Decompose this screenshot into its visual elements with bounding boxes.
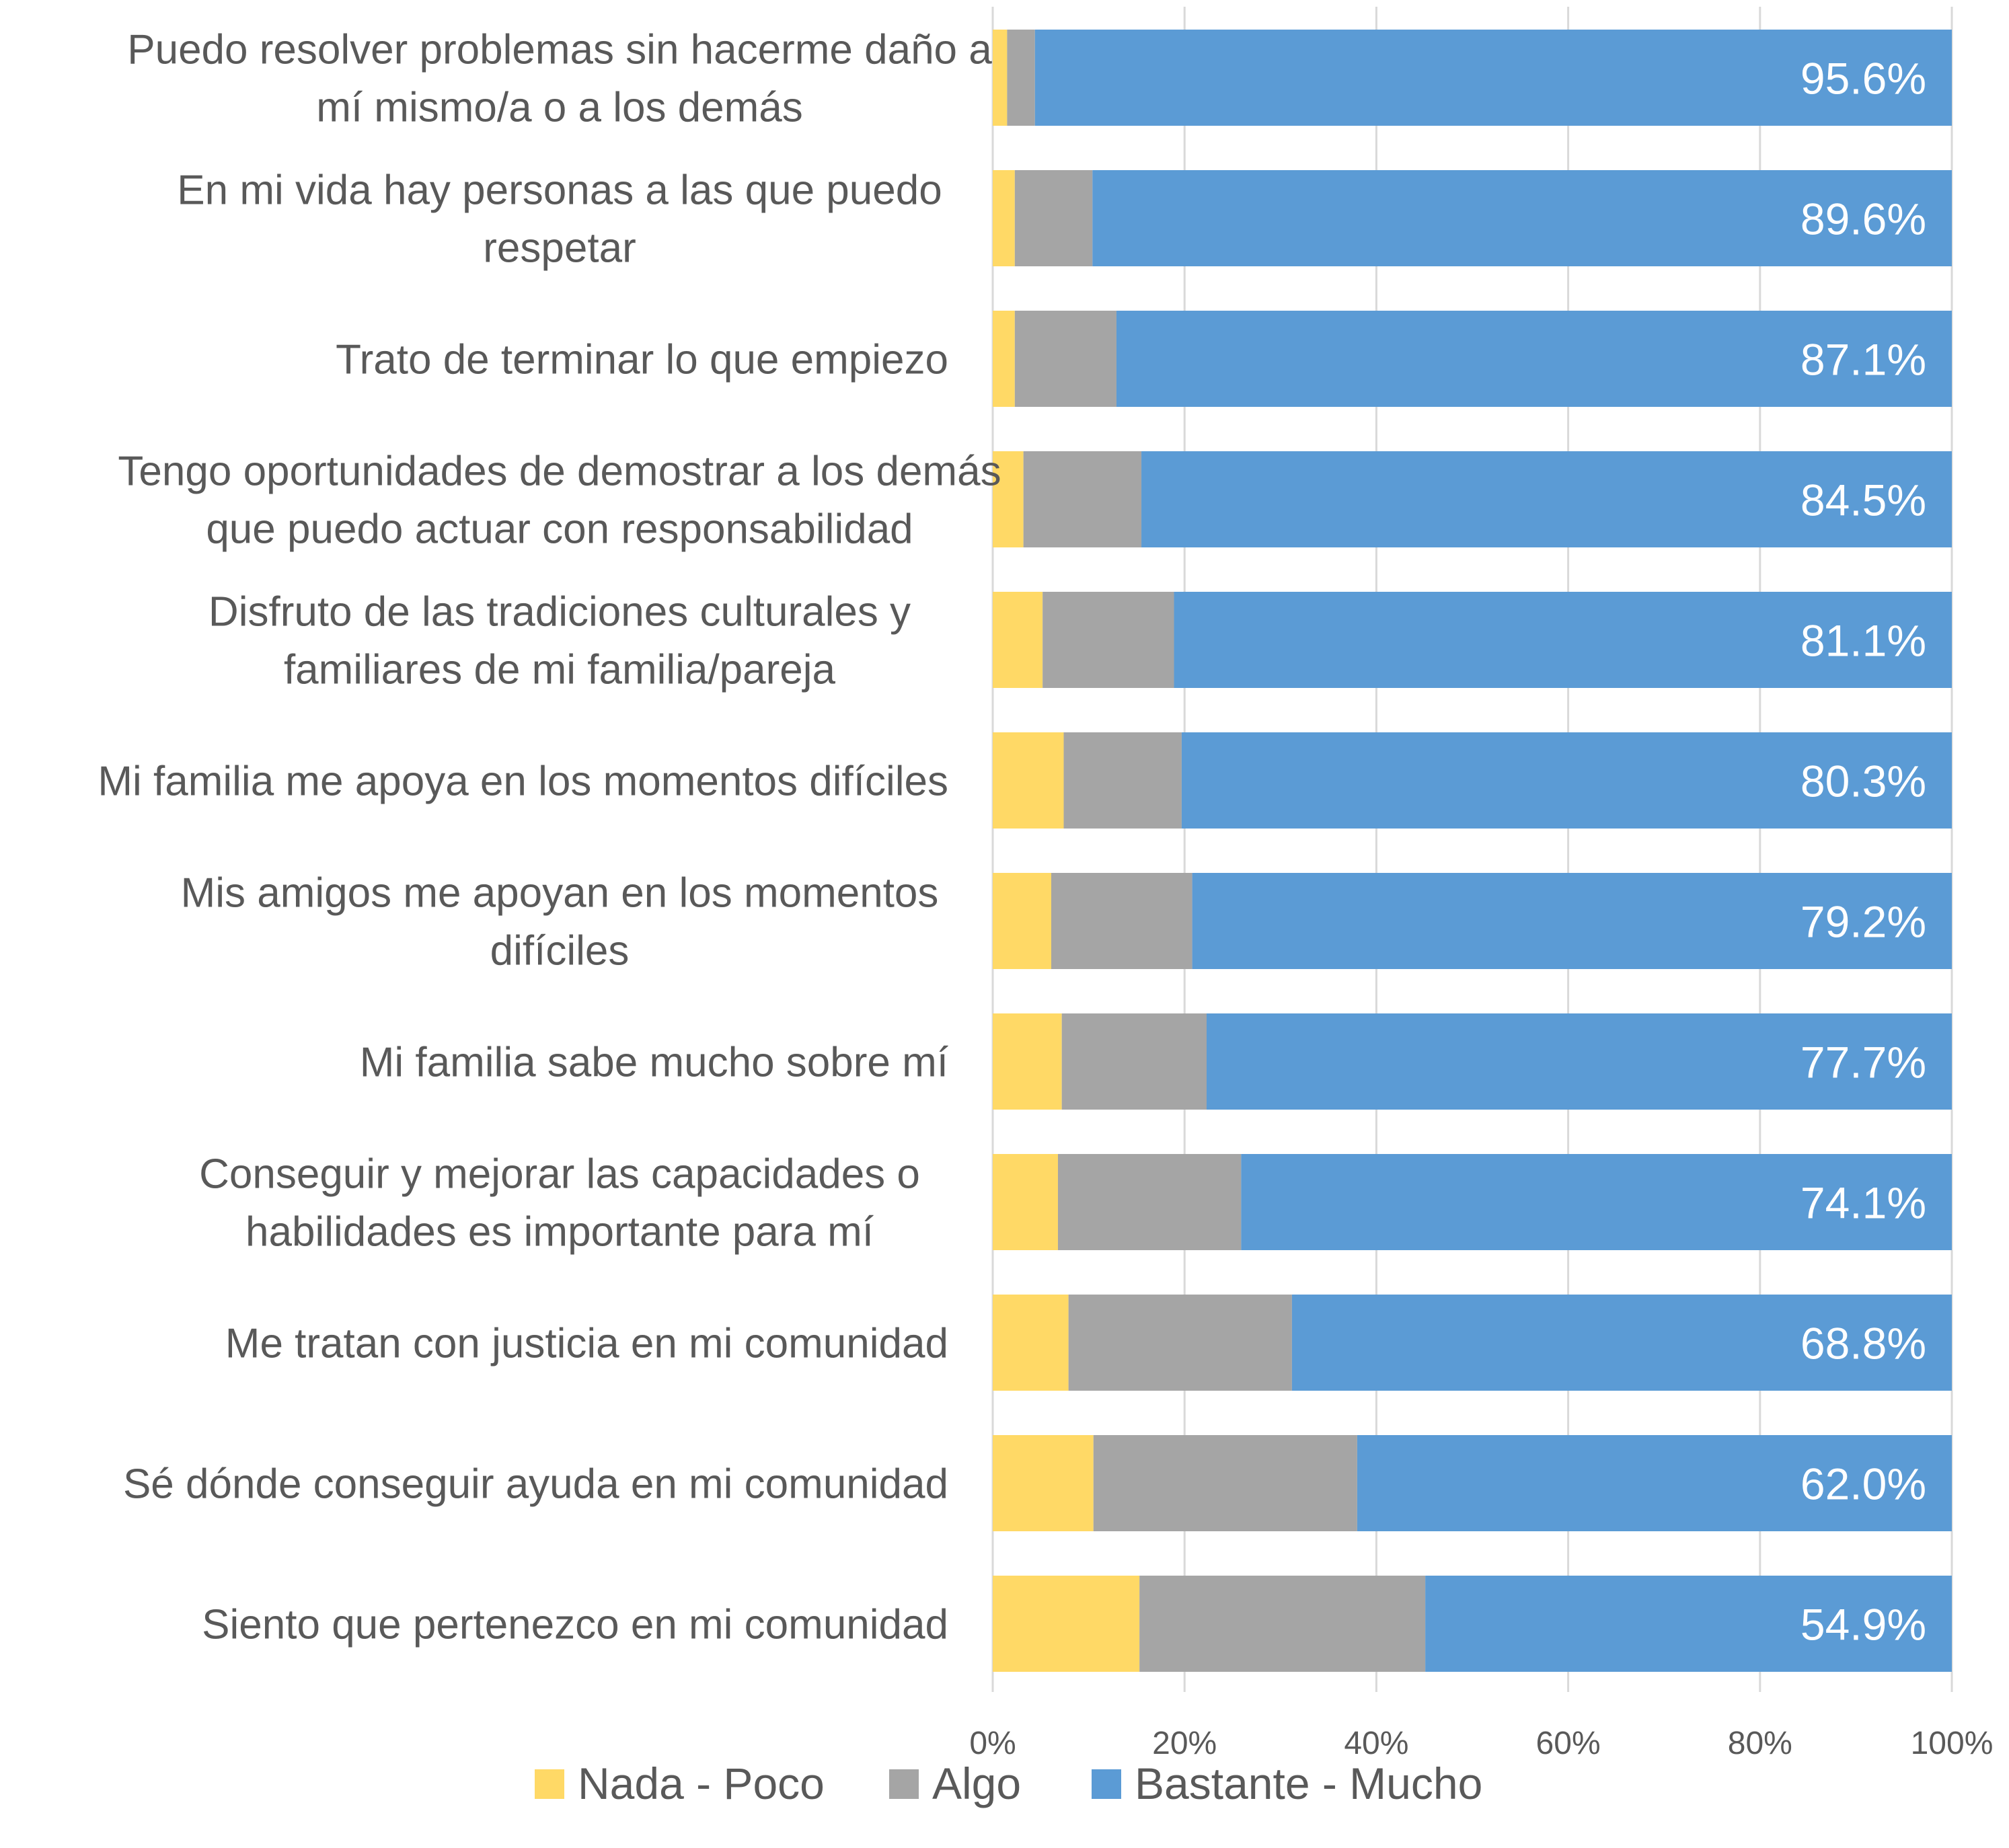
bar-segment-nada-poco — [993, 311, 1015, 407]
bar-segment-bastante-mucho — [1425, 1576, 1952, 1672]
bar-segment-nada-poco — [993, 1435, 1094, 1531]
bar-segment-bastante-mucho — [1241, 1154, 1952, 1250]
bar-segment-bastante-mucho — [1116, 311, 1952, 407]
data-label: 68.8% — [1800, 1319, 1926, 1369]
bar-segment-nada-poco — [993, 592, 1043, 688]
bar-segment-bastante-mucho — [1141, 451, 1952, 547]
bar-segment-algo — [1139, 1576, 1426, 1672]
bar-row: 62.0% — [993, 1435, 1952, 1531]
bar-segment-nada-poco — [993, 1154, 1058, 1250]
bar-segment-nada-poco — [993, 30, 1008, 126]
bar-segment-bastante-mucho — [1181, 732, 1952, 829]
bar-segment-algo — [1014, 311, 1116, 407]
bar-segment-nada-poco — [993, 1295, 1069, 1391]
category-labels: Puedo resolver problemas sin hacerme dañ… — [98, 27, 1001, 1648]
category-label: Disfruto de las tradiciones culturales y… — [209, 589, 911, 693]
category-label: Mi familia sabe mucho sobre mí — [360, 1040, 948, 1086]
bar-row: 79.2% — [993, 873, 1952, 969]
x-axis-ticks: 0% 20% 40% 60% 80% 100% — [969, 1726, 1993, 1761]
data-label: 54.9% — [1800, 1600, 1926, 1650]
bar-segment-algo — [1061, 1013, 1207, 1110]
data-label: 79.2% — [1800, 897, 1926, 947]
bar-segment-nada-poco — [993, 451, 1024, 547]
x-tick-label: 100% — [1911, 1726, 1994, 1761]
bar-row: 84.5% — [993, 451, 1952, 547]
legend-label: Nada - Poco — [578, 1759, 825, 1808]
legend-item: Nada - Poco — [535, 1759, 825, 1808]
legend-label: Algo — [932, 1759, 1021, 1808]
x-tick-label: 80% — [1728, 1726, 1792, 1761]
data-label: 80.3% — [1800, 757, 1926, 806]
bar-segment-nada-poco — [993, 873, 1051, 969]
bar-segment-algo — [1093, 1435, 1357, 1531]
data-label: 74.1% — [1800, 1178, 1926, 1228]
gridlines — [991, 7, 1953, 1692]
legend-swatch — [1092, 1769, 1121, 1799]
category-label: Conseguir y mejorar las capacidades o hab… — [199, 1151, 920, 1256]
data-label: 84.5% — [1800, 475, 1926, 525]
bar-segment-bastante-mucho — [1192, 873, 1952, 969]
data-label: 89.6% — [1800, 194, 1926, 244]
category-label: Puedo resolver problemas sin hacerme dañ… — [127, 27, 992, 131]
category-label: Mi familia me apoya en los momentos difí… — [98, 759, 948, 805]
bar-segment-bastante-mucho — [1357, 1435, 1952, 1531]
data-label: 87.1% — [1800, 335, 1926, 385]
bar-segment-bastante-mucho — [1034, 30, 1952, 126]
bars: 95.6% 89.6% 87.1% 84.5% 81.1% 80.3% 79.2% 77.7%… — [993, 30, 1952, 1672]
bar-segment-algo — [1023, 451, 1142, 547]
bar-row: 80.3% — [993, 732, 1952, 829]
legend-item: Bastante - Mucho — [1092, 1759, 1482, 1808]
data-label: 62.0% — [1800, 1459, 1926, 1509]
category-label: Siento que pertenezco en mi comunidad — [202, 1602, 948, 1648]
bar-segment-algo — [1068, 1295, 1292, 1391]
category-label: Trato de terminar lo que empiezo — [336, 337, 948, 383]
category-label: Tengo oportunidades de demostrar a los d… — [118, 449, 1001, 553]
legend-swatch — [889, 1769, 919, 1799]
bar-segment-algo — [1063, 732, 1182, 829]
bar-segment-bastante-mucho — [1174, 592, 1952, 688]
data-label: 81.1% — [1800, 616, 1926, 666]
bar-segment-algo — [1051, 873, 1192, 969]
bar-segment-nada-poco — [993, 170, 1015, 266]
bar-segment-algo — [1043, 592, 1174, 688]
data-label: 95.6% — [1800, 54, 1926, 104]
legend: Nada - Poco Algo Bastante - Mucho — [535, 1759, 1482, 1808]
legend-label: Bastante - Mucho — [1135, 1759, 1482, 1808]
bar-segment-nada-poco — [993, 1576, 1140, 1672]
x-tick-label: 0% — [969, 1726, 1016, 1761]
bar-segment-bastante-mucho — [1291, 1295, 1952, 1391]
bar-segment-nada-poco — [993, 1013, 1062, 1110]
bar-segment-algo — [1007, 30, 1035, 126]
data-label: 77.7% — [1800, 1038, 1926, 1087]
x-tick-label: 20% — [1152, 1726, 1217, 1761]
x-tick-label: 60% — [1536, 1726, 1601, 1761]
bar-segment-bastante-mucho — [1092, 170, 1952, 266]
x-tick-label: 40% — [1344, 1726, 1408, 1761]
bar-row: 87.1% — [993, 311, 1952, 407]
bar-segment-bastante-mucho — [1206, 1013, 1952, 1110]
category-label: En mi vida hay personas a las que puedo r… — [177, 167, 942, 272]
bar-segment-algo — [1014, 170, 1093, 266]
bar-row: 77.7% — [993, 1013, 1952, 1110]
category-label: Me tratan con justicia en mi comunidad — [225, 1321, 948, 1367]
legend-swatch — [535, 1769, 564, 1799]
bar-row: 81.1% — [993, 592, 1952, 688]
bar-row: 95.6% — [993, 30, 1952, 126]
bar-row: 74.1% — [993, 1154, 1952, 1250]
category-label: Mis amigos me apoyan en los momentos difí… — [181, 870, 939, 974]
legend-item: Algo — [889, 1759, 1021, 1808]
category-label: Sé dónde conseguir ayuda en mi comunidad — [123, 1461, 948, 1508]
bar-row: 54.9% — [993, 1576, 1952, 1672]
bar-segment-algo — [1057, 1154, 1242, 1250]
bar-segment-nada-poco — [993, 732, 1064, 829]
bar-row: 89.6% — [993, 170, 1952, 266]
bar-row: 68.8% — [993, 1295, 1952, 1391]
